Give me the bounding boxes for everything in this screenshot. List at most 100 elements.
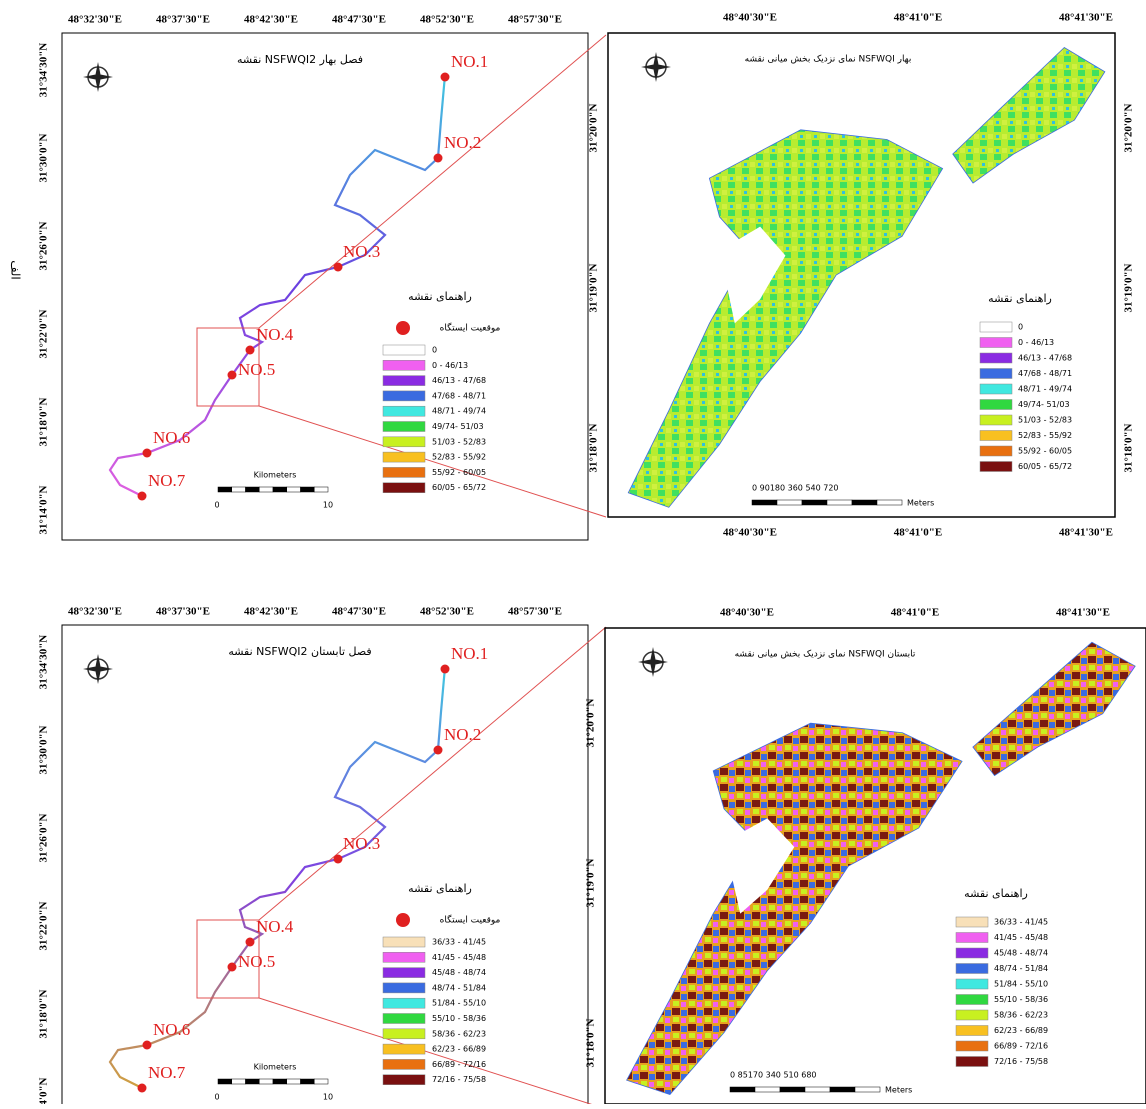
latitude-label: 31°19'0"N [588, 263, 600, 312]
scale-bar [217, 1078, 232, 1085]
legend-swatch [382, 1013, 426, 1024]
longitude-label: 48°52'30"E [420, 606, 474, 618]
zoom-connector [258, 34, 607, 329]
longitude-label: 48°41'30"E [1059, 527, 1113, 539]
legend-swatch [382, 1059, 426, 1070]
scale-bar [854, 1086, 881, 1093]
station-label: NO.5 [238, 360, 275, 379]
station-label: NO.3 [343, 242, 380, 261]
legend-label: 60/05 - 65/72 [1018, 462, 1072, 471]
map-title: نقشه NSFWQI2 فصل بهار [237, 53, 363, 66]
legend-swatch [382, 405, 426, 417]
latitude-label: 31°22'0"N [38, 901, 50, 950]
legend-swatch [382, 982, 426, 994]
legend-label: 49/74- 51/03 [432, 422, 484, 431]
latitude-label: 31°19'0"N [1123, 263, 1135, 312]
legend-label: 52/83 - 55/92 [432, 453, 486, 462]
legend-swatch [979, 430, 1013, 441]
water-body [972, 641, 1136, 777]
water-body [719, 226, 786, 324]
longitude-label: 48°57'30"E [508, 606, 562, 618]
latitude-label: 31°20'0"N [1123, 103, 1135, 152]
latitude-label: 31°20'0"N [585, 698, 597, 747]
station-label: NO.2 [444, 133, 481, 152]
station-label: NO.6 [153, 1020, 190, 1039]
compass [83, 654, 113, 684]
scale-bar [876, 499, 903, 506]
latitude-label: 31°14'0"N [38, 485, 50, 534]
zoom-connector [258, 997, 607, 1109]
longitude-label: 48°41'0"E [894, 12, 942, 24]
scale-bar [754, 1086, 781, 1093]
scale-labels: 0 85170 340 510 680 [730, 1071, 817, 1080]
station-label: NO.1 [451, 52, 488, 71]
latitude-label: 31°18'0"N [38, 989, 50, 1038]
scale-label: 10 [323, 501, 333, 510]
scale-label: 0 [214, 1093, 219, 1102]
legend-swatch [955, 978, 989, 990]
longitude-label: 48°41'30"E [1059, 12, 1113, 24]
station-label: NO.7 [148, 471, 186, 490]
longitude-label: 48°40'30"E [723, 12, 777, 24]
scale-bar [272, 486, 287, 493]
station [142, 1040, 152, 1050]
compass [641, 52, 671, 82]
legend-label: 51/84 - 55/10 [432, 999, 486, 1008]
legend-label: 72/16 - 75/58 [432, 1075, 486, 1084]
legend-swatch [382, 467, 426, 478]
scale-label: 0 [214, 501, 219, 510]
station [440, 664, 450, 674]
latitude-label: 31°20'0"N [588, 103, 600, 152]
legend-label: 0 - 46/13 [1018, 338, 1054, 347]
legend-label: 36/33 - 41/45 [432, 938, 486, 947]
legend-swatch [979, 445, 1013, 457]
scale-bar [829, 1086, 856, 1093]
scale-bar [300, 486, 315, 493]
scale-bar [801, 499, 828, 506]
legend-label: 0 [1018, 323, 1023, 332]
map-frame [61, 624, 589, 1109]
legend-swatch [382, 967, 426, 978]
latitude-label: 31°18'0"N [585, 1018, 597, 1067]
legend-swatch [382, 482, 426, 493]
legend-label: 62/23 - 66/89 [432, 1045, 486, 1054]
scale-label: 10 [323, 1093, 333, 1102]
legend-label: 55/10 - 58/36 [994, 995, 1048, 1004]
scale-bar [286, 486, 301, 493]
latitude-label: 31°18'0"N [1123, 423, 1135, 472]
station-label: NO.5 [238, 952, 275, 971]
latitude-label: 31°18'0"N [588, 423, 600, 472]
longitude-label: 48°42'30"E [244, 606, 298, 618]
station-label: NO.3 [343, 834, 380, 853]
legend-label: 55/92 - 60/05 [432, 468, 486, 477]
scale-bar [300, 1078, 315, 1085]
longitude-label: 48°52'30"E [420, 14, 474, 26]
legend-swatch [382, 344, 426, 356]
scale-bar [779, 1086, 806, 1093]
legend-title: راهنمای نقشه [964, 887, 1028, 900]
scale-unit: Meters [907, 499, 934, 508]
legend-station-label: موقعیت ایستگاه [440, 914, 501, 926]
compass [638, 647, 668, 677]
longitude-label: 48°42'30"E [244, 14, 298, 26]
station-label: NO.7 [148, 1063, 186, 1082]
river [108, 666, 447, 1089]
legend-label: 51/03 - 52/83 [1018, 416, 1072, 425]
longitude-label: 48°32'30"E [68, 14, 122, 26]
scale-bar [231, 1078, 246, 1085]
legend-label: 41/45 - 45/48 [432, 953, 486, 962]
map-frame [61, 32, 589, 541]
legend-label: 62/23 - 66/89 [994, 1026, 1048, 1035]
legend-swatch [382, 421, 426, 432]
scale-bar [272, 1078, 287, 1085]
station [433, 745, 443, 755]
legend-label: 41/45 - 45/48 [994, 933, 1048, 942]
legend-label: 72/16 - 75/58 [994, 1057, 1048, 1066]
longitude-label: 48°41'30"E [1056, 607, 1110, 619]
legend-label: 36/33 - 41/45 [994, 918, 1048, 927]
scale-bar [751, 499, 778, 506]
legend-swatch [955, 994, 989, 1005]
legend-swatch [955, 963, 989, 974]
scale-bar [245, 1078, 260, 1085]
